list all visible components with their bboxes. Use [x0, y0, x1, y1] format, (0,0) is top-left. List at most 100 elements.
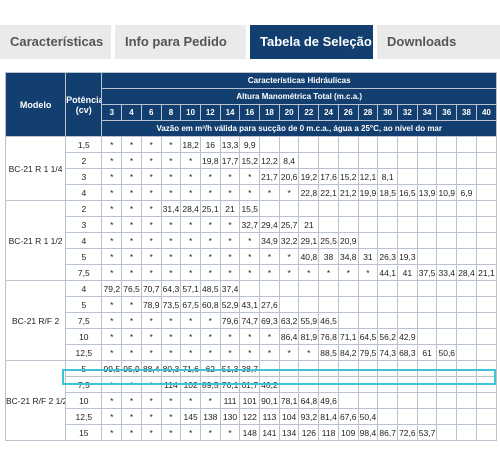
flow-cell: 40,8 [298, 248, 320, 265]
flow-cell: 34,8 [337, 248, 359, 265]
flow-cell: * [140, 216, 162, 233]
flow-cell: * [101, 168, 123, 185]
flow-cell: 104 [278, 408, 300, 425]
flow-cell [377, 408, 398, 425]
flow-cell: * [140, 152, 162, 169]
flow-cell: * [121, 152, 142, 169]
flow-cell [298, 376, 320, 393]
tab-tabela-selecao[interactable]: Tabela de Seleção [250, 25, 373, 59]
flow-cell [475, 184, 498, 201]
flow-cell [377, 152, 398, 169]
flow-cell: 95,9 [121, 360, 142, 377]
flow-cell: * [160, 184, 182, 201]
flow-cell [397, 312, 418, 329]
flow-cell [456, 152, 477, 169]
flow-cell: * [101, 248, 123, 265]
flow-cell: 12,2 [259, 152, 280, 169]
flow-cell: * [121, 408, 142, 425]
tab-caracteristicas[interactable]: Características [0, 25, 111, 59]
flow-cell: 19,9 [357, 184, 379, 201]
flow-cell [456, 248, 477, 265]
flow-cell: 78,9 [140, 296, 162, 313]
table-row: 5 * * * * * * * * * * 40,8 38 34,8 31 26,3 19,3 [6, 248, 498, 265]
flow-cell [475, 136, 498, 153]
potencia-cell: 7,5 [65, 312, 103, 329]
flow-cell: * [160, 264, 182, 281]
flow-cell [298, 136, 320, 153]
flow-cell [456, 360, 477, 377]
flow-cell [259, 280, 280, 297]
flow-cell [436, 136, 458, 153]
flow-cell: 15,2 [239, 152, 261, 169]
table-row: 10 * * * * * * * * * 86,4 81,9 76,8 71,1 64,5 56,2 42,9 [6, 328, 498, 345]
table-row: BC-21 R/F 2 1/2 5 99,5 95,9 88,4 80,3 71,6 62 51… [4, 360, 498, 441]
potencia-cell: 4 [65, 280, 103, 297]
flow-cell [259, 136, 280, 153]
potencia-cell: 1,5 [65, 136, 103, 153]
flow-cell: 118 [318, 424, 339, 441]
flow-cell [357, 232, 379, 249]
flow-cell: * [121, 136, 142, 153]
height-header: 6 [140, 104, 162, 121]
flow-cell: * [121, 344, 142, 361]
flow-cell: * [140, 136, 162, 153]
flow-cell: 22,1 [318, 184, 339, 201]
flow-cell: 34,9 [259, 232, 280, 249]
table-row: 7,5 * * * 114 102 89,5 76,1 61,7 46,2 [6, 376, 498, 393]
height-header: 40 [475, 104, 498, 121]
flow-cell: * [160, 216, 182, 233]
tab-info-pedido[interactable]: Info para Pedido [115, 25, 246, 59]
height-header: 34 [416, 104, 438, 121]
flow-cell [475, 152, 498, 169]
flow-cell [436, 424, 458, 441]
flow-cell: 29,4 [259, 216, 280, 233]
flow-cell [298, 280, 320, 297]
flow-cell [259, 200, 280, 217]
flow-cell: * [101, 216, 123, 233]
flow-cell: 44,1 [377, 264, 398, 281]
flow-cell: 41 [397, 264, 418, 281]
flow-cell [357, 312, 379, 329]
flow-cell [436, 200, 458, 217]
flow-cell: * [219, 424, 241, 441]
flow-cell: * [219, 184, 241, 201]
flow-cell: * [101, 184, 123, 201]
flow-cell [278, 200, 300, 217]
flow-cell [475, 376, 498, 393]
flow-cell: * [101, 344, 123, 361]
flow-cell: * [121, 168, 142, 185]
flow-cell: * [318, 264, 339, 281]
flow-cell: * [239, 184, 261, 201]
flow-cell: * [199, 392, 221, 409]
flow-cell: * [239, 232, 261, 249]
flow-cell [475, 280, 498, 297]
flow-cell: 37,4 [219, 280, 241, 297]
flow-cell [436, 296, 458, 313]
potencia-cell: 2 [65, 152, 103, 169]
flow-cell: * [121, 200, 142, 217]
flow-cell: * [140, 248, 162, 265]
tab-downloads[interactable]: Downloads [377, 25, 500, 59]
potencia-cell: 15 [65, 424, 103, 441]
flow-cell [337, 392, 359, 409]
flow-cell [436, 168, 458, 185]
flow-cell [337, 200, 359, 217]
flow-cell: 50,6 [436, 344, 458, 361]
height-header: 36 [436, 104, 458, 121]
flow-cell [318, 216, 339, 233]
potencia-cell: 10 [65, 392, 103, 409]
flow-cell: * [199, 184, 221, 201]
flow-cell [377, 312, 398, 329]
flow-cell: 25,1 [199, 200, 221, 217]
flow-cell: 76,8 [318, 328, 339, 345]
flow-cell: 29,1 [298, 232, 320, 249]
flow-cell: 33,4 [436, 264, 458, 281]
height-header: 20 [278, 104, 300, 121]
flow-cell: * [121, 232, 142, 249]
flow-cell: 31,4 [160, 200, 182, 217]
flow-cell: * [259, 328, 280, 345]
flow-cell [397, 360, 418, 377]
flow-cell: 15,2 [337, 168, 359, 185]
flow-cell: 89,5 [199, 376, 221, 393]
flow-cell [397, 232, 418, 249]
